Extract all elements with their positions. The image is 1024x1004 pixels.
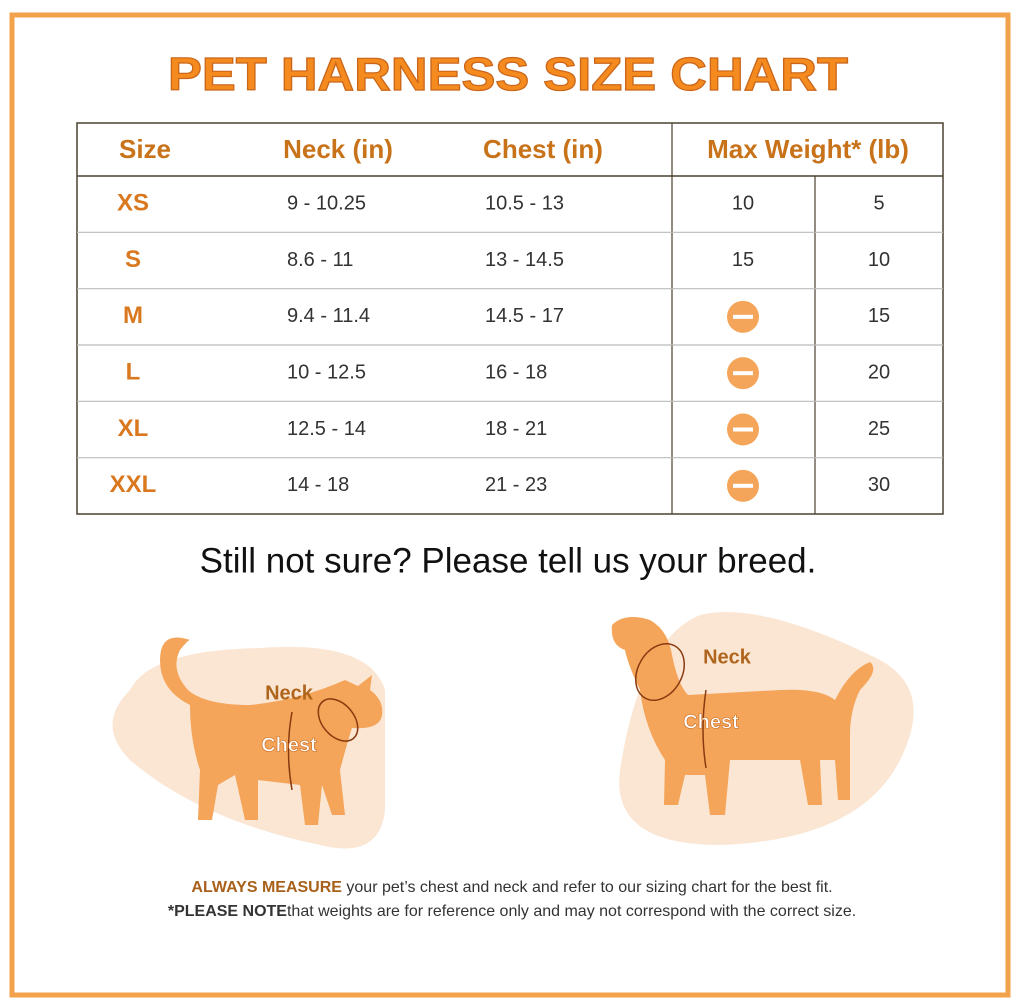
neck-cell: 9.4 - 11.4 <box>287 305 370 327</box>
chest-cell: 13 - 14.5 <box>485 249 564 271</box>
neck-cell: 14 - 18 <box>287 474 349 496</box>
weight-cell: 15 <box>868 305 890 327</box>
chest-cell: 18 - 21 <box>485 418 547 440</box>
prompt: Still not sure? Please tell us your bree… <box>200 541 817 580</box>
note-bold: *PLEASE NOTE <box>168 903 287 920</box>
table-border <box>76 122 944 515</box>
note-line: ALWAYS MEASURE your pet’s chest and neck… <box>191 879 832 896</box>
table-body: Size Neck (in) Chest (in) Max Weight* (lb) X… <box>77 134 943 502</box>
dog-shape <box>611 616 874 815</box>
note-line: *PLEASE NOTEthat weights are for referen… <box>168 903 856 920</box>
chest-loop <box>287 711 293 791</box>
header-cell: Chest (in) <box>483 134 603 164</box>
cat-neck-label: Neck <box>265 682 314 704</box>
chest-cell: 14.5 - 17 <box>485 305 564 327</box>
note-text: that weights are for reference only and … <box>287 903 856 920</box>
neck-cell: 8.6 - 11 <box>287 249 353 271</box>
weight-cell: 10 <box>868 249 890 271</box>
weight-cell: 30 <box>868 474 890 496</box>
header-cell: Size <box>119 134 171 164</box>
note-text: your pet’s chest and neck and refer to o… <box>342 879 833 896</box>
weight-cell: 15 <box>732 249 754 271</box>
dash-bar <box>733 483 753 488</box>
dash-bar <box>733 371 753 376</box>
header-cell: Neck (in) <box>283 134 393 164</box>
chest-loop <box>702 689 707 769</box>
chest-cell: 10.5 - 13 <box>485 192 564 214</box>
size-cell: XS <box>117 190 149 217</box>
size-cell: XL <box>118 415 149 442</box>
neck-cell: 9 - 10.25 <box>287 192 366 214</box>
title: PET HARNESS SIZE CHART <box>168 48 848 100</box>
neck-loop <box>317 698 359 742</box>
dash-bar <box>733 314 753 319</box>
header-cell: Max Weight* (lb) <box>707 134 909 164</box>
size-cell: L <box>126 359 141 386</box>
weight-cell: 10 <box>732 192 754 214</box>
chest-cell: 16 - 18 <box>485 361 547 383</box>
size-cell: XXL <box>110 471 157 498</box>
weight-cell: 5 <box>873 192 884 214</box>
size-cell: M <box>123 302 143 329</box>
neck-cell: 12.5 - 14 <box>287 418 366 440</box>
cat-illustration: Neck Chest <box>112 637 385 849</box>
dog-illustration: Neck Chest <box>611 612 914 845</box>
dog-neck-label: Neck <box>703 646 752 668</box>
dog-chest-label: Chest <box>683 711 739 733</box>
size-cell: S <box>125 246 141 273</box>
size-table: Size Neck (in) Chest (in) Max Weight* (lb) X… <box>76 122 944 515</box>
cat-shape <box>160 637 383 825</box>
neck-loop <box>635 643 685 701</box>
neck-cell: 10 - 12.5 <box>287 361 366 383</box>
weight-cell: 20 <box>868 361 890 383</box>
weight-cell: 25 <box>868 418 890 440</box>
cat-chest-label: Chest <box>261 734 317 756</box>
note-bold: ALWAYS MEASURE <box>191 879 342 896</box>
chest-cell: 21 - 23 <box>485 474 547 496</box>
dash-bar <box>733 427 753 432</box>
